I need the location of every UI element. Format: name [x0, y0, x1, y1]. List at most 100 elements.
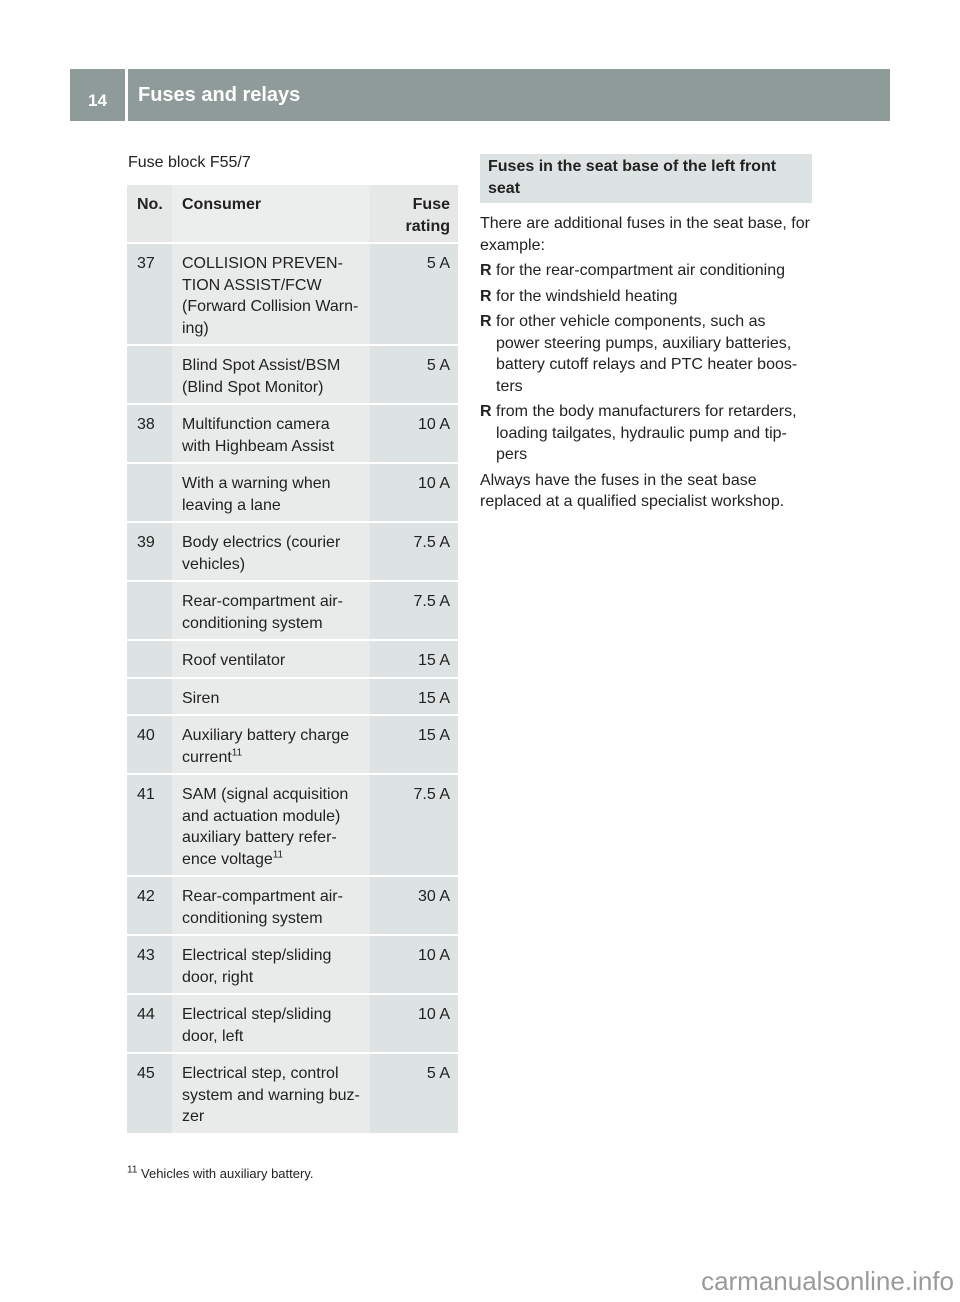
bullet-icon: R — [480, 262, 492, 279]
fuse-rating: 10 A — [370, 463, 458, 523]
watermark: carmanualsonline.info — [701, 1266, 954, 1296]
fuse-number: 43 — [127, 935, 172, 995]
consumer-text: Electrical step/sliding door, right — [182, 947, 332, 986]
footnote-mark: 11 — [127, 1164, 138, 1176]
consumer-text: Rear-compartment air- conditioning syste… — [182, 593, 343, 632]
fuse-rating-text: 5 A — [426, 1065, 450, 1082]
fuse-number — [127, 345, 172, 405]
fuse-rating-text: 10 A — [417, 1006, 450, 1023]
footnote-ref: 11 — [231, 747, 243, 759]
section-closing: Always have the fuses in the seat base r… — [480, 471, 785, 511]
table-row: Blind Spot Assist/BSM (Blind Spot Monito… — [127, 345, 458, 405]
consumer-text: SAM (signal acquisition and actuation mo… — [182, 786, 349, 868]
table-caption: Fuse block F55/7 — [128, 154, 251, 171]
fuse-rating-text: 15 A — [417, 727, 450, 744]
table-row: Siren 15 A — [127, 677, 458, 716]
fuse-number-text: 39 — [137, 534, 155, 551]
fuse-rating: 15 A — [370, 640, 458, 679]
fuse-rating: 7.5 A — [370, 522, 458, 582]
consumer: Electrical step, control system and warn… — [172, 1053, 370, 1135]
fuse-rating-text: 7.5 A — [413, 593, 450, 610]
fuse-number-text: 45 — [137, 1065, 155, 1082]
section-heading: Fuses in the seat base of the left front… — [480, 154, 812, 203]
table-row: Rear-compartment air- conditioning syste… — [127, 581, 458, 641]
page-header: 14 Fuses and relays — [70, 69, 890, 121]
fuse-rating-text: 7.5 A — [413, 786, 450, 803]
fuse-number — [127, 677, 172, 716]
fuse-number-text: 44 — [137, 1006, 155, 1023]
consumer-text: Auxiliary battery charge current — [182, 727, 350, 766]
consumer-text: Electrical step/sliding door, left — [182, 1006, 332, 1045]
fuse-rating: 10 A — [370, 994, 458, 1054]
fuse-number: 41 — [127, 774, 172, 877]
consumer-text: Multifunction camera with Highbeam Assis… — [182, 416, 335, 455]
consumer: Electrical step/sliding door, left — [172, 994, 370, 1054]
fuse-rating: 5 A — [370, 1053, 458, 1135]
consumer: With a warning when leaving a lane — [172, 463, 370, 523]
chapter-title: Fuses and relays — [128, 69, 890, 121]
fuse-rating: 15 A — [370, 715, 458, 775]
consumer: Body electrics (courier vehicles) — [172, 522, 370, 582]
fuse-rating-text: 10 A — [417, 947, 450, 964]
fuse-number — [127, 463, 172, 523]
header-consumer: Consumer — [172, 185, 370, 244]
fuse-number-text: 38 — [137, 416, 155, 433]
bullet-text: from the body manufacturers for retarder… — [496, 403, 797, 463]
consumer: Blind Spot Assist/BSM (Blind Spot Monito… — [172, 345, 370, 405]
consumer-text: Blind Spot Assist/BSM (Blind Spot Monito… — [182, 357, 341, 396]
consumer: COLLISION PREVEN- TION ASSIST/FCW (Forwa… — [172, 243, 370, 346]
fuse-rating-text: 7.5 A — [413, 534, 450, 551]
fuse-rating: 10 A — [370, 935, 458, 995]
footnote-ref: 11 — [272, 849, 284, 861]
table-row: 37 COLLISION PREVEN- TION ASSIST/FCW (For… — [127, 243, 458, 346]
fuse-rating-text: 15 A — [417, 652, 450, 669]
header-fuse-rating-text: Fuse rating — [405, 196, 450, 235]
table-row: With a warning when leaving a lane 10 A — [127, 463, 458, 523]
header-no: No. — [127, 185, 172, 244]
table-row: 40 Auxiliary battery charge current11 15 A — [127, 715, 458, 775]
fuse-number: 45 — [127, 1053, 172, 1135]
fuse-rating-text: 5 A — [426, 255, 450, 272]
fuse-rating-text: 5 A — [426, 357, 450, 374]
fuse-rating-text: 10 A — [417, 416, 450, 433]
fuse-rating-text: 15 A — [417, 689, 450, 707]
table-row: Roof ventilator 15 A — [127, 640, 458, 679]
table-header-row: No. Consumer Fuse rating — [127, 185, 458, 244]
footnote: 11 Vehicles with auxiliary battery. — [127, 1164, 313, 1181]
fuse-number: 44 — [127, 994, 172, 1054]
fuse-rating: 5 A — [370, 243, 458, 346]
consumer: Rear-compartment air- conditioning syste… — [172, 581, 370, 641]
bullet-icon: R — [480, 313, 492, 330]
fuse-number: 42 — [127, 876, 172, 936]
fuse-rating: 15 A — [370, 677, 458, 716]
consumer-text: Roof ventilator — [182, 652, 286, 669]
header-fuse-rating: Fuse rating — [370, 185, 458, 244]
seat-base-section: Fuses in the seat base of the left front… — [480, 154, 812, 513]
fuse-number-text: 43 — [137, 947, 155, 964]
consumer-text: Siren — [182, 689, 220, 707]
fuse-number-text: 40 — [137, 727, 155, 744]
consumer: Roof ventilator — [172, 640, 370, 679]
fuse-rating: 30 A — [370, 876, 458, 936]
table-row: 42 Rear-compartment air- conditioning sys… — [127, 876, 458, 936]
consumer-text: Body electrics (courier vehicles) — [182, 534, 341, 573]
table-row: 38 Multifunction camera with Highbeam Ass… — [127, 404, 458, 464]
fuse-number — [127, 640, 172, 679]
fuse-rating: 7.5 A — [370, 774, 458, 877]
fuse-number-text: 37 — [137, 255, 155, 272]
fuse-number — [127, 581, 172, 641]
consumer: Auxiliary battery charge current11 — [172, 715, 370, 775]
table-row: 44 Electrical step/sliding door, left 10 A — [127, 994, 458, 1054]
fuse-number: 40 — [127, 715, 172, 775]
consumer-text: Electrical step, control system and warn… — [182, 1065, 360, 1125]
fuse-number: 39 — [127, 522, 172, 582]
bullet-text: for the rear-compartment air conditionin… — [496, 262, 786, 279]
consumer-text: Rear-compartment air- conditioning syste… — [182, 888, 343, 927]
bullet-icon: R — [480, 403, 492, 420]
consumer: Electrical step/sliding door, right — [172, 935, 370, 995]
consumer: Siren — [172, 677, 370, 716]
